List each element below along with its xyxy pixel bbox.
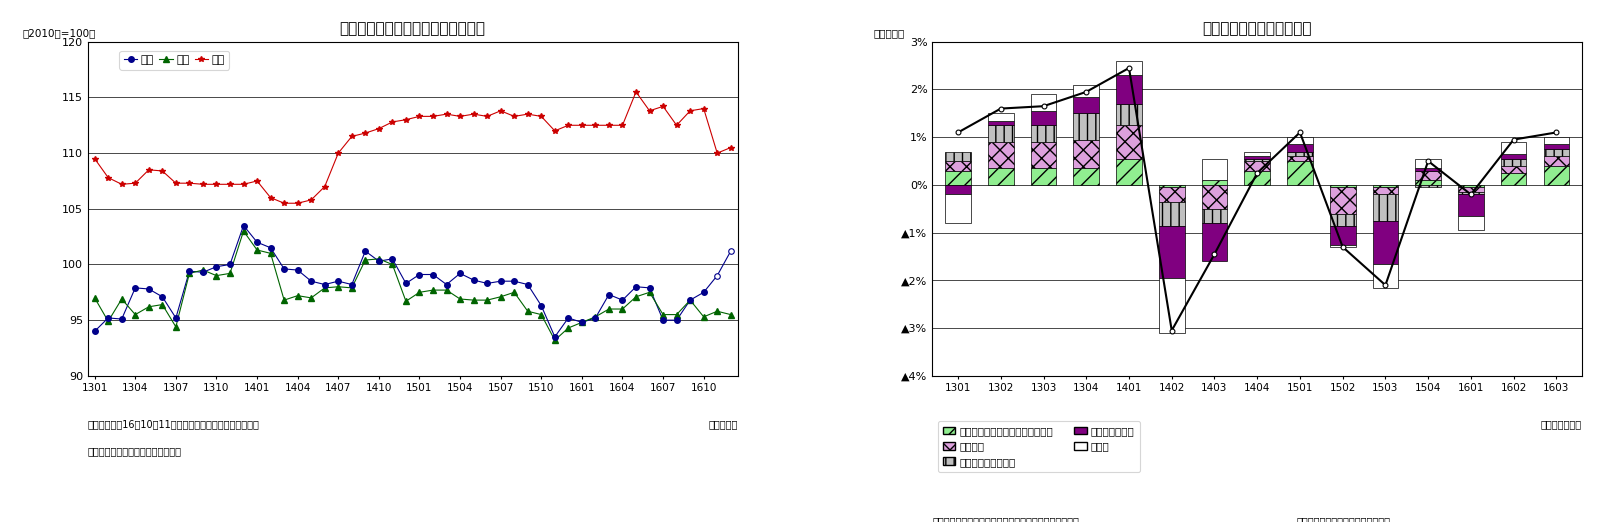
Bar (1373, 187, 1398, 195)
Text: （年・月）: （年・月） (708, 419, 738, 429)
Bar (1457, 185, 1483, 187)
Bar (988, 125, 1013, 142)
Bar (1074, 113, 1099, 139)
Bar (1501, 173, 1526, 185)
Bar (1115, 75, 1143, 104)
Bar (1031, 142, 1056, 168)
Bar (988, 168, 1013, 185)
Bar (1245, 171, 1270, 185)
Bar (1373, 264, 1398, 288)
Bar (1457, 192, 1483, 195)
Bar (1115, 125, 1143, 159)
Bar (1416, 185, 1441, 187)
Bar (1074, 168, 1099, 185)
Text: （2010年=100）: （2010年=100） (22, 28, 96, 39)
Bar (1501, 166, 1526, 173)
Text: （年・四半期）: （年・四半期） (1540, 419, 1582, 429)
Bar (1159, 201, 1184, 226)
Bar (1159, 187, 1184, 201)
Bar (1031, 94, 1056, 111)
Bar (946, 161, 972, 171)
Bar (988, 142, 1013, 168)
Bar (1286, 151, 1314, 156)
Bar (1457, 187, 1483, 192)
Bar (1330, 226, 1355, 245)
Bar (1115, 159, 1143, 185)
Text: （注）その他電気機械は電気機械、情報通信機械を合成: （注）その他電気機械は電気機械、情報通信機械を合成 (932, 516, 1079, 522)
Text: （前期比）: （前期比） (874, 28, 904, 39)
Bar (1501, 159, 1526, 166)
Bar (1245, 156, 1270, 159)
Bar (1373, 221, 1398, 264)
Bar (1245, 151, 1270, 156)
Bar (1544, 166, 1569, 185)
Bar (946, 185, 972, 195)
Bar (1159, 278, 1184, 333)
Bar (1330, 245, 1355, 247)
Bar (1159, 185, 1184, 187)
Bar (1544, 156, 1569, 166)
Bar (1544, 137, 1569, 145)
Bar (1074, 139, 1099, 168)
Text: （注）生産の16年10、11月は製造工業生産予測指数で延長: （注）生産の16年10、11月は製造工業生産予測指数で延長 (88, 419, 260, 429)
Bar (1159, 226, 1184, 278)
Bar (946, 171, 972, 185)
Text: （資料）経済産業省「鉱工業指数」: （資料）経済産業省「鉱工業指数」 (1296, 516, 1390, 522)
Text: （資料）経済産業省「鉱工業指数」: （資料）経済産業省「鉱工業指数」 (88, 446, 182, 456)
Bar (1457, 195, 1483, 216)
Bar (988, 121, 1013, 125)
Bar (1202, 159, 1227, 180)
Bar (1501, 154, 1526, 159)
Bar (1501, 142, 1526, 154)
Bar (946, 195, 972, 223)
Bar (1330, 213, 1355, 226)
Bar (1202, 185, 1227, 209)
Bar (1245, 161, 1270, 171)
Bar (1031, 125, 1056, 142)
Bar (1286, 161, 1314, 185)
Bar (1416, 180, 1441, 185)
Bar (1330, 187, 1355, 213)
Bar (1115, 104, 1143, 125)
Bar (1373, 195, 1398, 221)
Bar (1544, 149, 1569, 156)
Legend: 生産, 出荷, 在庫: 生産, 出荷, 在庫 (120, 51, 229, 69)
Bar (1202, 180, 1227, 185)
Bar (1115, 61, 1143, 75)
Bar (1202, 209, 1227, 223)
Legend: はん用・生産用・業務用機械工業, 輸送機械, 電子部品・デバイス, その他電気機械, その他: はん用・生産用・業務用機械工業, 輸送機械, 電子部品・デバイス, その他電気機… (938, 421, 1139, 472)
Bar (1202, 223, 1227, 262)
Bar (1286, 145, 1314, 151)
Bar (1286, 156, 1314, 161)
Bar (1416, 171, 1441, 180)
Bar (1544, 145, 1569, 149)
Bar (1416, 159, 1441, 168)
Bar (1074, 85, 1099, 97)
Bar (1074, 97, 1099, 113)
Bar (1373, 185, 1398, 187)
Bar (1245, 159, 1270, 161)
Bar (1330, 185, 1355, 187)
Bar (1031, 168, 1056, 185)
Bar (1457, 216, 1483, 230)
Title: 鉱工業生産の業種別寄与度: 鉱工業生産の業種別寄与度 (1202, 21, 1312, 37)
Bar (1286, 137, 1314, 145)
Title: 鉱工業生産・出荷・在庫指数の推移: 鉱工業生産・出荷・在庫指数の推移 (340, 21, 486, 37)
Bar (1416, 168, 1441, 171)
Bar (988, 113, 1013, 121)
Bar (1031, 111, 1056, 125)
Bar (946, 151, 972, 161)
